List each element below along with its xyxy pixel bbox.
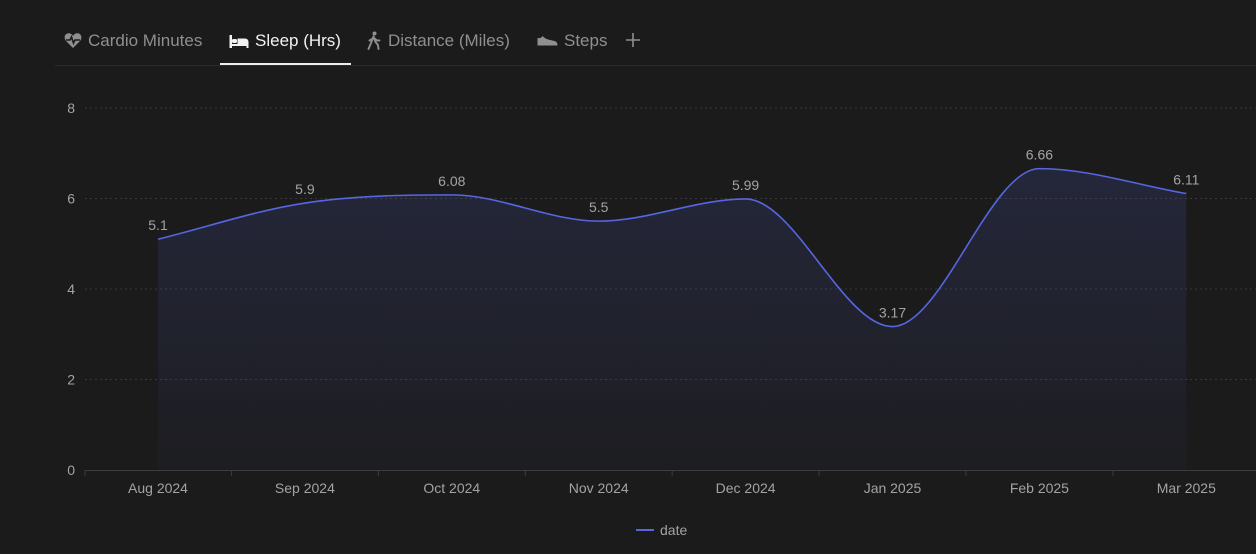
legend-swatch [636, 529, 654, 531]
x-tick-label: Dec 2024 [716, 480, 776, 496]
x-tick-label: Jan 2025 [864, 480, 922, 496]
series-area-fill [158, 168, 1187, 470]
data-label: 5.99 [732, 177, 759, 193]
y-tick-label: 2 [67, 372, 75, 388]
chart-legend: date [636, 522, 687, 538]
x-tick-label: Oct 2024 [423, 480, 480, 496]
data-label: 5.9 [295, 181, 315, 197]
y-tick-label: 6 [67, 191, 75, 207]
x-tick-label: Mar 2025 [1157, 480, 1216, 496]
x-tick-label: Feb 2025 [1010, 480, 1069, 496]
legend-label: date [660, 522, 688, 538]
tab-label: Cardio Minutes [88, 30, 203, 50]
tab-bar: Cardio Minutes Sleep (Hrs) Distance (Mil… [55, 17, 1256, 66]
plus-icon [626, 33, 640, 47]
tab-label: Steps [564, 30, 608, 50]
data-label: 6.08 [438, 173, 465, 189]
y-tick-label: 4 [67, 281, 75, 297]
add-tab-button[interactable] [623, 29, 643, 51]
tab-distance-miles[interactable]: Distance (Miles) [366, 17, 510, 64]
x-tick-label: Nov 2024 [569, 480, 629, 496]
sleep-area-chart: 0 2 4 6 8 Aug 2024 Sep 2024 Oct 2024 Nov 2024 Dec… [67, 100, 1256, 496]
data-label: 3.17 [879, 305, 906, 321]
series-line [157, 167, 1187, 328]
data-label: 5.1 [148, 217, 168, 233]
tab-sleep[interactable]: Sleep (Hrs) [220, 17, 351, 65]
tab-cardio-minutes[interactable]: Cardio Minutes [64, 17, 202, 64]
data-label: 5.5 [589, 199, 609, 215]
x-tick-label: Aug 2024 [128, 480, 188, 496]
tab-label: Distance (Miles) [388, 30, 510, 50]
shoe-icon [537, 35, 558, 45]
tab-label: Sleep (Hrs) [255, 30, 341, 50]
y-tick-label: 0 [67, 462, 75, 478]
heart-pulse-icon [64, 33, 82, 48]
data-label: 6.11 [1173, 172, 1199, 188]
x-tick-label: Sep 2024 [275, 480, 335, 496]
walking-icon [367, 31, 381, 50]
bed-icon [229, 34, 249, 48]
data-label: 6.66 [1026, 147, 1053, 163]
tab-steps[interactable]: Steps [537, 17, 607, 64]
y-tick-label: 8 [67, 100, 75, 116]
active-tab-indicator [220, 63, 351, 65]
